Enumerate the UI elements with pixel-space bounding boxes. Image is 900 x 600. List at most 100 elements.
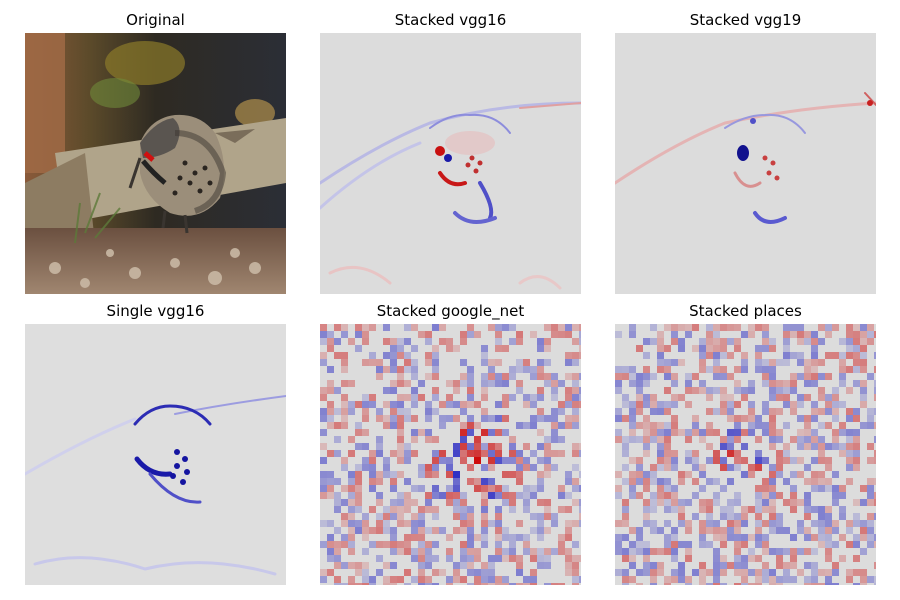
saliency-cell [411, 548, 418, 555]
saliency-cell [327, 450, 334, 457]
saliency-cell [509, 324, 516, 331]
saliency-cell [818, 541, 825, 548]
saliency-cell [846, 338, 853, 345]
saliency-cell [860, 401, 867, 408]
saliency-cell [783, 380, 790, 387]
saliency-cell [404, 380, 411, 387]
saliency-cell [657, 331, 664, 338]
saliency-cell [769, 443, 776, 450]
saliency-cell [425, 492, 432, 499]
saliency-cell [453, 506, 460, 513]
saliency-cell [488, 478, 495, 485]
saliency-cell [397, 380, 404, 387]
saliency-cell [776, 520, 783, 527]
saliency-cell [643, 373, 650, 380]
saliency-cell [769, 576, 776, 583]
saliency-cell [355, 520, 362, 527]
saliency-cell [502, 457, 509, 464]
saliency-cell [825, 324, 832, 331]
saliency-cell [404, 324, 411, 331]
saliency-cell [348, 380, 355, 387]
saliency-cell [509, 366, 516, 373]
saliency-cell [453, 401, 460, 408]
saliency-cell [481, 520, 488, 527]
saliency-cell [783, 450, 790, 457]
saliency-cell [488, 485, 495, 492]
saliency-cell [839, 422, 846, 429]
saliency-cell [643, 366, 650, 373]
saliency-cell [804, 366, 811, 373]
saliency-cell [355, 485, 362, 492]
saliency-cell [636, 457, 643, 464]
saliency-cell [706, 324, 713, 331]
saliency-cell [488, 457, 495, 464]
saliency-cell [804, 464, 811, 471]
saliency-cell [643, 506, 650, 513]
saliency-cell [762, 345, 769, 352]
saliency-cell [853, 352, 860, 359]
saliency-cell [481, 492, 488, 499]
saliency-cell [460, 548, 467, 555]
saliency-cell [671, 450, 678, 457]
saliency-cell [348, 520, 355, 527]
saliency-cell [383, 464, 390, 471]
saliency-cell [523, 443, 530, 450]
saliency-cell [523, 541, 530, 548]
saliency-cell [818, 338, 825, 345]
saliency-cell [783, 401, 790, 408]
saliency-cell [544, 450, 551, 457]
saliency-cell [397, 415, 404, 422]
saliency-cell [727, 520, 734, 527]
saliency-cell [411, 436, 418, 443]
saliency-cell [467, 464, 474, 471]
saliency-cell [671, 429, 678, 436]
saliency-cell [579, 443, 581, 450]
saliency-cell [544, 380, 551, 387]
saliency-cell [320, 492, 327, 499]
saliency-cell [755, 583, 762, 585]
saliency-cell [334, 583, 341, 585]
saliency-cell [783, 394, 790, 401]
saliency-cell [776, 548, 783, 555]
saliency-cell [762, 331, 769, 338]
saliency-cell [860, 359, 867, 366]
saliency-cell [320, 331, 327, 338]
saliency-cell [818, 387, 825, 394]
saliency-cell [741, 352, 748, 359]
saliency-cell [643, 541, 650, 548]
saliency-cell [327, 548, 334, 555]
saliency-cell [804, 380, 811, 387]
saliency-cell [825, 408, 832, 415]
saliency-cell [839, 513, 846, 520]
saliency-cell [537, 429, 544, 436]
saliency-cell [425, 499, 432, 506]
saliency-cell [362, 548, 369, 555]
saliency-cell [348, 527, 355, 534]
saliency-cell [502, 394, 509, 401]
saliency-cell [671, 324, 678, 331]
saliency-cell [832, 324, 839, 331]
saliency-cell [488, 492, 495, 499]
saliency-cell [699, 436, 706, 443]
saliency-cell [467, 429, 474, 436]
saliency-cell [853, 583, 860, 585]
saliency-cell [727, 478, 734, 485]
saliency-cell [495, 520, 502, 527]
saliency-cell [769, 338, 776, 345]
saliency-cell [615, 380, 622, 387]
saliency-cell [579, 576, 581, 583]
saliency-cell [818, 569, 825, 576]
saliency-cell [432, 527, 439, 534]
saliency-cell [334, 548, 341, 555]
saliency-cell [551, 408, 558, 415]
saliency-cell [839, 555, 846, 562]
saliency-cell [678, 359, 685, 366]
saliency-cell [839, 429, 846, 436]
saliency-cell [699, 352, 706, 359]
saliency-cell [734, 541, 741, 548]
saliency-cell [769, 569, 776, 576]
saliency-cell [516, 450, 523, 457]
saliency-cell [579, 499, 581, 506]
saliency-cell [488, 380, 495, 387]
saliency-cell [643, 422, 650, 429]
